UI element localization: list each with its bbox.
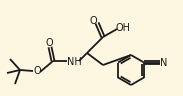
Text: O: O [89, 16, 97, 26]
Text: O: O [45, 38, 53, 48]
Text: NH: NH [67, 57, 81, 67]
Text: OH: OH [115, 23, 130, 33]
Text: O: O [33, 66, 41, 76]
Text: N: N [160, 58, 168, 67]
